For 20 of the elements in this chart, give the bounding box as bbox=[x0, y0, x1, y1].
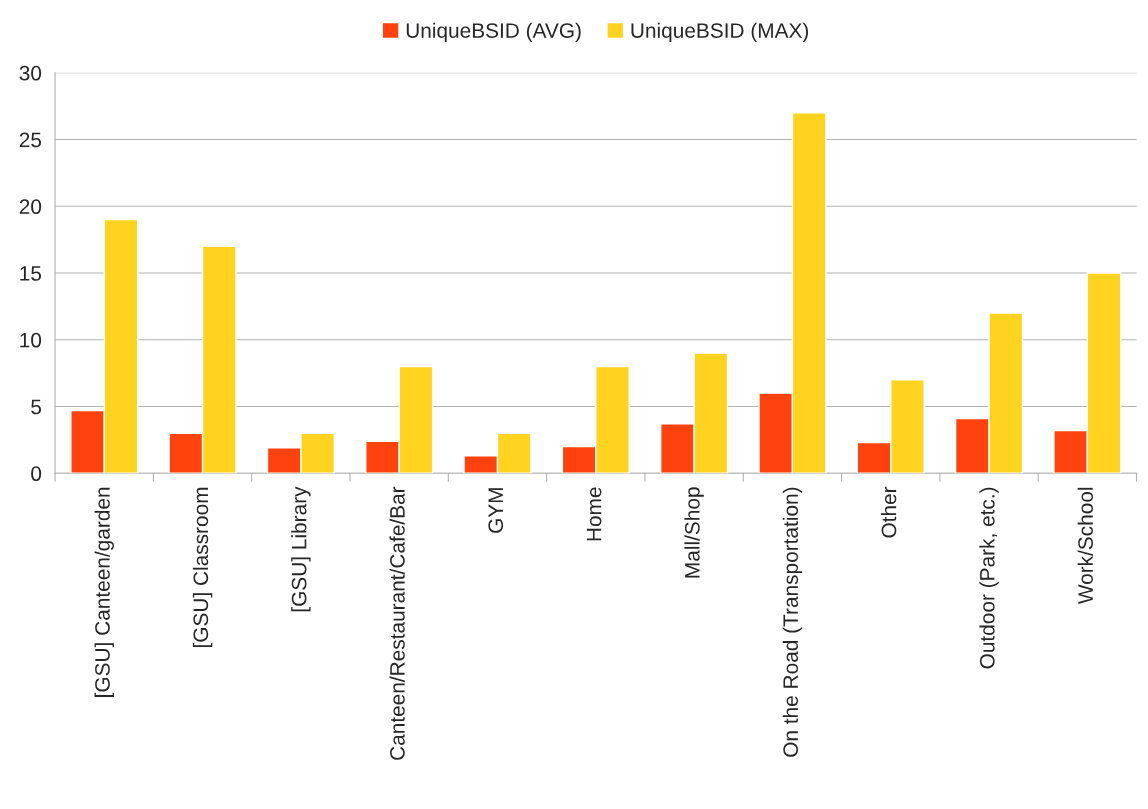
y-tick-label: 20 bbox=[19, 199, 42, 215]
x-tick-label: Home bbox=[586, 487, 602, 541]
x-tick-label: Canteen/Restaurant/Cafe/Bar bbox=[389, 486, 405, 760]
x-tick-label: Work/School bbox=[1077, 487, 1093, 605]
x-tick-label: Mall/Shop bbox=[684, 487, 704, 578]
x-tick-label: On the Road (Transportation) bbox=[782, 487, 803, 757]
x-tick-label: [GSU] Classroom bbox=[192, 487, 213, 648]
y-tick-label: 10 bbox=[20, 332, 42, 348]
y-tick-label: 5 bbox=[31, 399, 42, 415]
x-tick-label: Other bbox=[881, 486, 897, 538]
y-tick-label: 0 bbox=[31, 466, 42, 482]
x-tick-label: [GSU] Canteen/garden bbox=[94, 487, 114, 697]
y-tick-label: 15 bbox=[20, 266, 42, 281]
y-tick-label: 25 bbox=[19, 132, 42, 148]
legend-label: UniqueBSID (MAX) bbox=[631, 22, 809, 43]
x-tick-label: GYM bbox=[488, 488, 504, 533]
legend-label: UniqueBSID (AVG) bbox=[406, 22, 581, 43]
y-tick-label: 30 bbox=[19, 65, 42, 81]
x-tick-label: [GSU] Library bbox=[291, 486, 311, 612]
x-tick-label: Outdoor (Park, etc.) bbox=[979, 487, 999, 669]
